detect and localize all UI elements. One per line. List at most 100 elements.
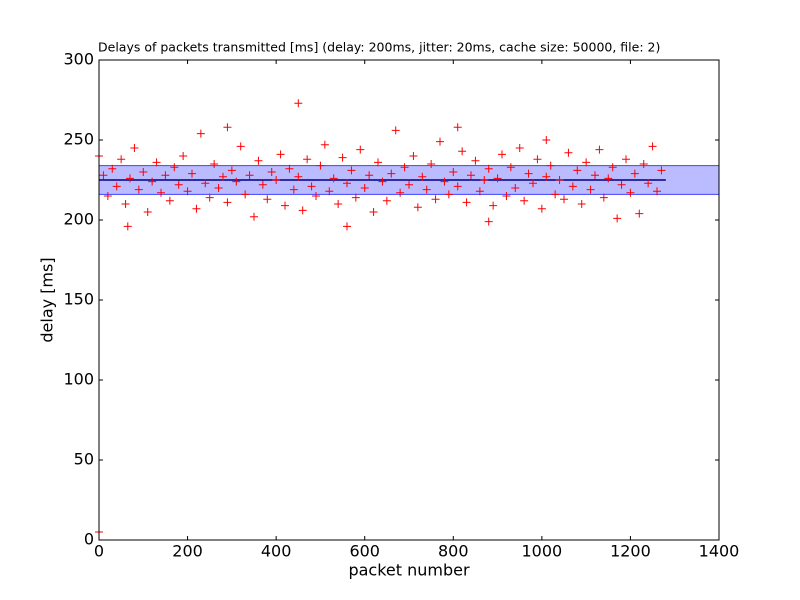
point [382,196,391,205]
point [608,163,617,172]
point [258,180,267,189]
point [427,160,436,168]
y-tick-label: 50 [74,450,94,469]
point [537,204,546,213]
point [241,190,250,199]
point [316,161,325,170]
point [103,192,112,200]
y-axis-label: delay [ms] [38,257,57,342]
point [467,171,475,180]
point [134,185,143,194]
point [130,144,139,152]
point [343,179,351,188]
x-tick-label: 400 [261,542,292,561]
y-tick-label: 100 [63,370,94,389]
point [289,185,298,194]
point [405,180,413,189]
point [351,193,360,202]
point [126,174,134,183]
point [338,153,347,162]
point [453,182,462,191]
point [196,129,205,138]
point [201,179,210,188]
point [157,188,165,197]
point [294,172,303,181]
point [502,192,511,200]
point [117,155,126,164]
point [360,184,369,192]
point [378,177,387,186]
y-tick-label: 300 [63,50,94,69]
point [276,150,285,159]
point [325,187,334,196]
point [475,187,484,196]
point [143,208,152,216]
point [506,163,515,172]
point [418,172,427,181]
point [374,158,382,167]
point [387,169,396,178]
point [148,177,157,186]
point [223,198,232,207]
point [546,161,555,170]
point [285,164,294,173]
y-tick-label: 250 [63,130,94,149]
point [591,171,599,180]
point [396,188,405,197]
point [312,192,320,200]
point [453,123,462,132]
point [568,182,577,191]
point [484,217,493,226]
point [471,156,480,165]
point [657,166,666,175]
point [112,182,121,191]
point [564,148,573,157]
point [604,174,613,183]
x-tick-label: 0 [94,542,104,561]
y-tick-label: 200 [63,210,94,229]
point [174,180,183,189]
point [369,208,378,216]
point [365,171,374,180]
point [413,203,422,212]
point [524,169,533,178]
point [152,158,161,167]
point [205,193,214,202]
point [99,171,108,180]
point [422,185,431,194]
point [440,177,449,186]
point [542,172,551,181]
point [320,140,329,149]
point [263,195,272,204]
point [343,222,351,231]
point [444,190,453,199]
point [458,147,467,156]
point [577,200,586,208]
point [436,137,444,146]
point [183,187,192,196]
point [613,214,622,223]
point [533,155,542,164]
x-tick-label: 1200 [610,542,651,561]
point [480,176,489,184]
point [294,99,303,108]
point [582,158,591,167]
point [188,169,196,178]
point [391,126,400,135]
point [307,182,316,191]
point [542,136,551,144]
point [630,169,639,178]
point [511,184,520,192]
x-tick-label: 200 [172,542,203,561]
point [267,168,276,176]
point [560,195,568,204]
point [139,168,148,176]
point [462,198,471,207]
y-tick-label: 0 [84,530,94,549]
point [298,206,307,215]
point [622,155,630,164]
point [356,145,365,154]
point [250,212,258,221]
